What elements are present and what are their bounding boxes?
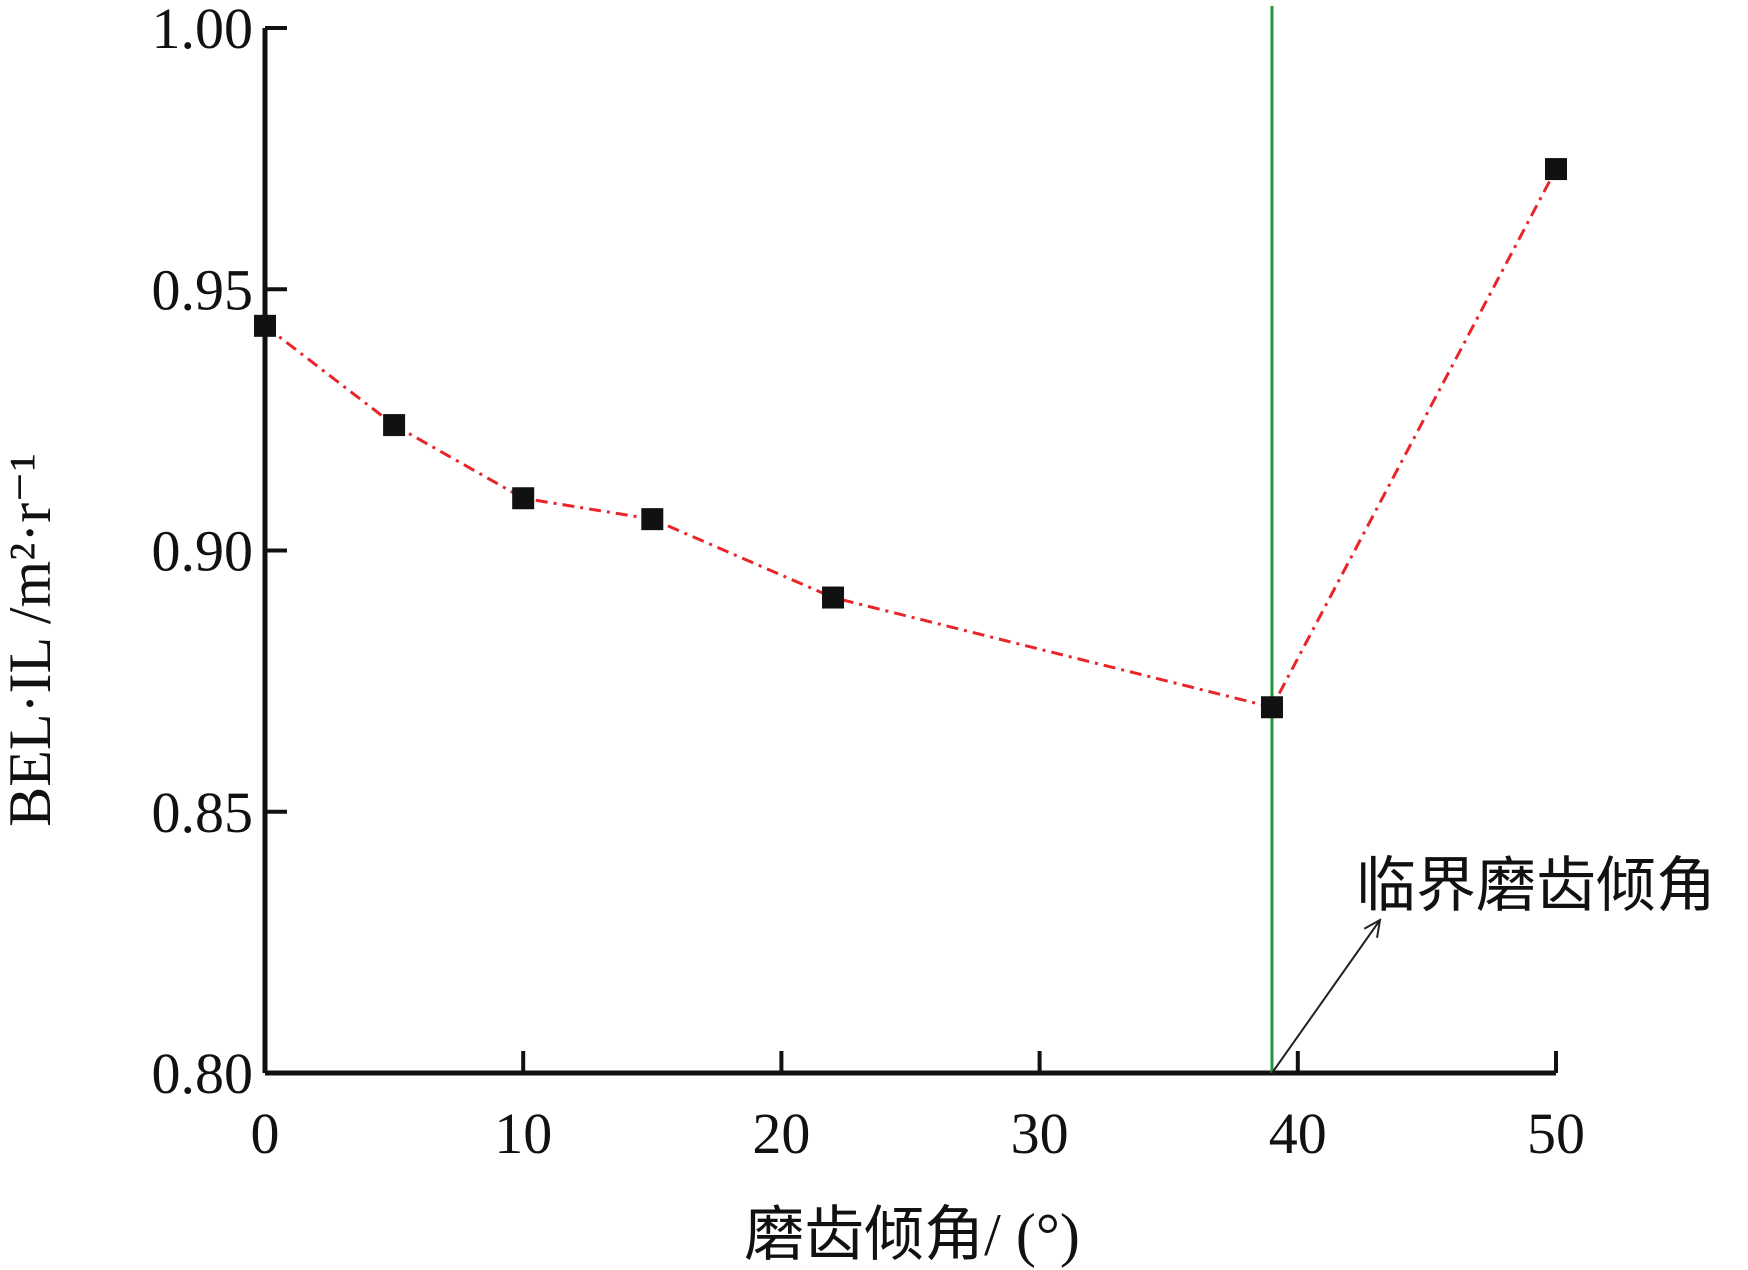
y-tick-label: 1.00 bbox=[152, 0, 254, 61]
annotation-arrow bbox=[1271, 919, 1381, 1074]
annotation-text: 临界磨齿倾角 bbox=[1356, 853, 1716, 919]
x-tick-label: 0 bbox=[251, 1101, 280, 1166]
series-group bbox=[254, 158, 1567, 719]
axes: 0.80 0.85 0.90 0.95 1.00 0 10 20 30 40 50 bbox=[152, 0, 1586, 1166]
y-axis-label: BEL·IL /m²·r⁻¹ bbox=[0, 453, 63, 827]
x-tick-label: 20 bbox=[752, 1101, 810, 1166]
x-tick-label: 40 bbox=[1269, 1101, 1327, 1166]
x-tick-label: 10 bbox=[494, 1101, 552, 1166]
annotation-group: 临界磨齿倾角 bbox=[1271, 853, 1716, 1074]
data-point bbox=[1545, 158, 1567, 181]
data-point bbox=[1260, 696, 1283, 719]
y-tick-label: 0.95 bbox=[152, 257, 254, 322]
x-tick-label: 30 bbox=[1011, 1101, 1069, 1166]
x-tick-label: 50 bbox=[1527, 1101, 1585, 1166]
y-tick-label: 0.80 bbox=[152, 1041, 254, 1106]
data-point bbox=[254, 314, 276, 337]
y-tick-label: 0.90 bbox=[152, 519, 254, 584]
data-point bbox=[822, 586, 845, 609]
series-line bbox=[264, 168, 1558, 709]
data-point bbox=[512, 487, 535, 510]
data-point bbox=[383, 414, 406, 437]
data-point bbox=[641, 508, 664, 531]
y-tick-label: 0.85 bbox=[152, 780, 254, 845]
annotation-arrowhead bbox=[1363, 918, 1382, 938]
x-axis-label: 磨齿倾角/ (°) bbox=[744, 1202, 1080, 1268]
